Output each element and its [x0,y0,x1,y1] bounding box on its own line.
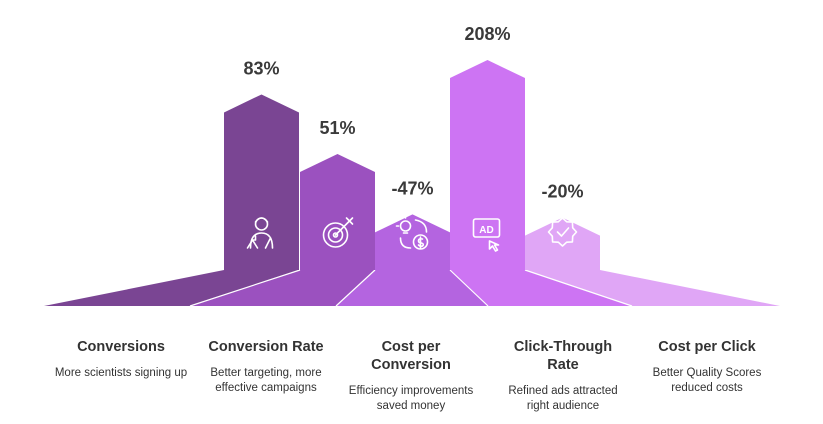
category-title: Conversion Rate [208,339,324,355]
caption-cost-per-click: Cost per Click Better Quality Scores red… [632,338,782,396]
bar-chart: 83% 51% -47% 208% -20% AD [44,24,780,307]
bar [300,154,375,270]
caption-conversion-rate: Conversion Rate Better targeting, more e… [191,338,341,396]
bar [224,94,299,270]
bar [375,214,450,270]
floor-divider [189,269,301,307]
bar [525,217,600,270]
category-title: Click-Through Rate [513,339,613,373]
category-description: Better Quality Scores reduced costs [652,367,762,394]
floor-segment [190,270,375,306]
category-description: More scientists signing up [54,367,188,379]
value-label: -47% [391,178,433,198]
category-description: Better targeting, more effective campaig… [210,367,322,394]
category-title: Conversions [77,339,165,355]
floor-segment [525,270,780,306]
scientist-icon [246,217,274,249]
category-title: Cost per Click [658,339,756,355]
category-description: Efficiency improvements saved money [348,385,474,412]
value-label: -20% [541,182,583,202]
floor-divider [524,269,633,307]
floor-segment [44,270,299,306]
caption-click-through-rate: Click-Through Rate Refined ads attracted… [488,338,638,414]
floor-segment [336,270,488,306]
category-description: Refined ads attracted right audience [508,385,618,412]
value-label: 83% [243,58,279,78]
efficiency-savings-icon [395,215,429,250]
quality-badge-icon [547,217,578,247]
value-label: 51% [319,118,355,138]
caption-conversions: Conversions More scientists signing up [46,338,196,381]
floor-divider [335,269,376,307]
category-title: Cost per Conversion [371,339,451,373]
value-label: 208% [464,24,510,44]
bar [450,60,525,270]
target-icon [322,217,354,248]
caption-cost-per-conversion: Cost per Conversion Efficiency improveme… [336,338,486,414]
ad-click-icon: AD [472,218,501,252]
svg-text:AD: AD [479,225,493,236]
floor-segment [450,270,632,306]
floor-divider [449,269,489,307]
